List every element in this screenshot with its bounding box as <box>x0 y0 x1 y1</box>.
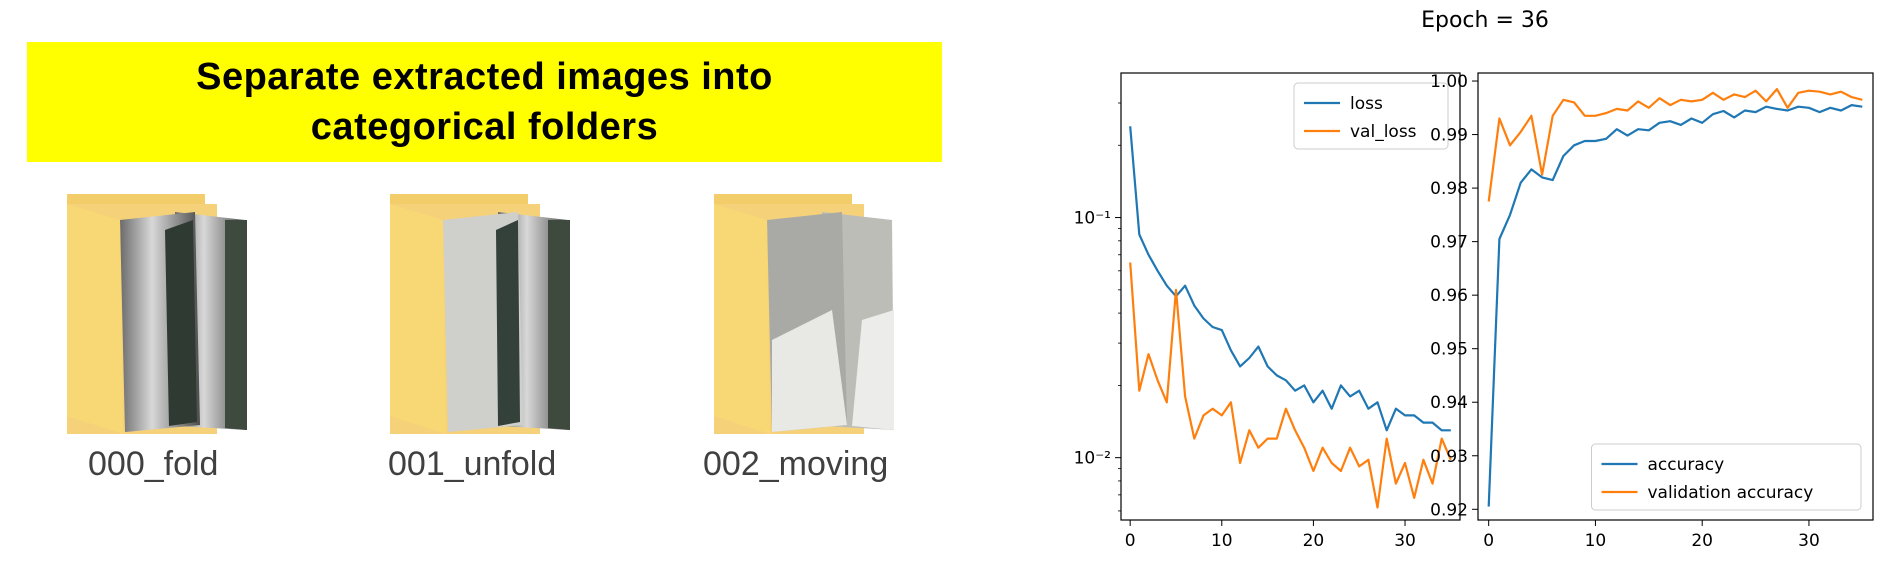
series-line-val_loss <box>1129 262 1452 509</box>
x-tick-label: 10 <box>1211 531 1233 551</box>
y-tick-label: 0.98 <box>1430 179 1468 199</box>
x-tick-label: 0 <box>1125 531 1136 551</box>
series-line-loss <box>1129 126 1451 432</box>
series-line-accuracy <box>1487 103 1863 507</box>
folder-moving-icon[interactable] <box>712 190 922 440</box>
figure-title: Epoch = 36 <box>1421 8 1549 33</box>
folder-unfold-icon[interactable] <box>388 190 598 440</box>
x-tick-label: 30 <box>1798 531 1820 551</box>
legend-label: accuracy <box>1648 455 1725 475</box>
y-tick-label: 0.94 <box>1430 393 1468 413</box>
folder-fold-label[interactable]: 000_fold <box>88 445 219 483</box>
y-tick-label: 10⁻¹ <box>1074 209 1111 229</box>
legend-box <box>1591 443 1862 511</box>
legend-box <box>1293 82 1449 150</box>
legend-label: validation accuracy <box>1648 483 1814 503</box>
y-tick-label: 0.92 <box>1430 500 1468 520</box>
y-tick-label: 0.99 <box>1430 126 1468 146</box>
y-tick-label: 0.93 <box>1430 447 1468 467</box>
folder-unfold-label[interactable]: 001_unfold <box>388 445 557 483</box>
legend-label: val_loss <box>1350 122 1417 142</box>
banner-text: Separate extracted images into categoric… <box>196 56 773 148</box>
plot-frame <box>1477 72 1874 521</box>
x-tick-label: 10 <box>1585 531 1607 551</box>
x-tick-label: 20 <box>1691 531 1713 551</box>
x-tick-label: 0 <box>1483 531 1494 551</box>
series-line-validation-accuracy <box>1487 87 1863 202</box>
chart-1: 0 10 20 30 10⁻¹ 10⁻² loss val_loss <box>1074 72 1461 551</box>
folder-fold-icon[interactable] <box>65 190 275 440</box>
plot-frame <box>1120 72 1461 521</box>
legend-label: loss <box>1350 94 1383 114</box>
y-tick-label: 0.96 <box>1430 286 1468 306</box>
y-tick-label: 0.97 <box>1430 233 1468 253</box>
y-tick-label: 1.00 <box>1430 72 1468 92</box>
y-tick-label: 0.95 <box>1430 340 1468 360</box>
y-tick-label: 10⁻² <box>1074 449 1111 469</box>
legend: accuracy validation accuracy <box>1591 443 1862 511</box>
folder-moving-label[interactable]: 002_moving <box>703 445 889 483</box>
chart-2: 0 10 20 30 0.92 0.93 0.94 0.95 0.96 0.97 0.98 0.99 1… <box>1430 72 1874 551</box>
legend: loss val_loss <box>1293 82 1449 150</box>
x-tick-label: 30 <box>1394 531 1416 551</box>
title-banner: Separate extracted images into categoric… <box>27 42 942 162</box>
x-tick-label: 20 <box>1303 531 1325 551</box>
